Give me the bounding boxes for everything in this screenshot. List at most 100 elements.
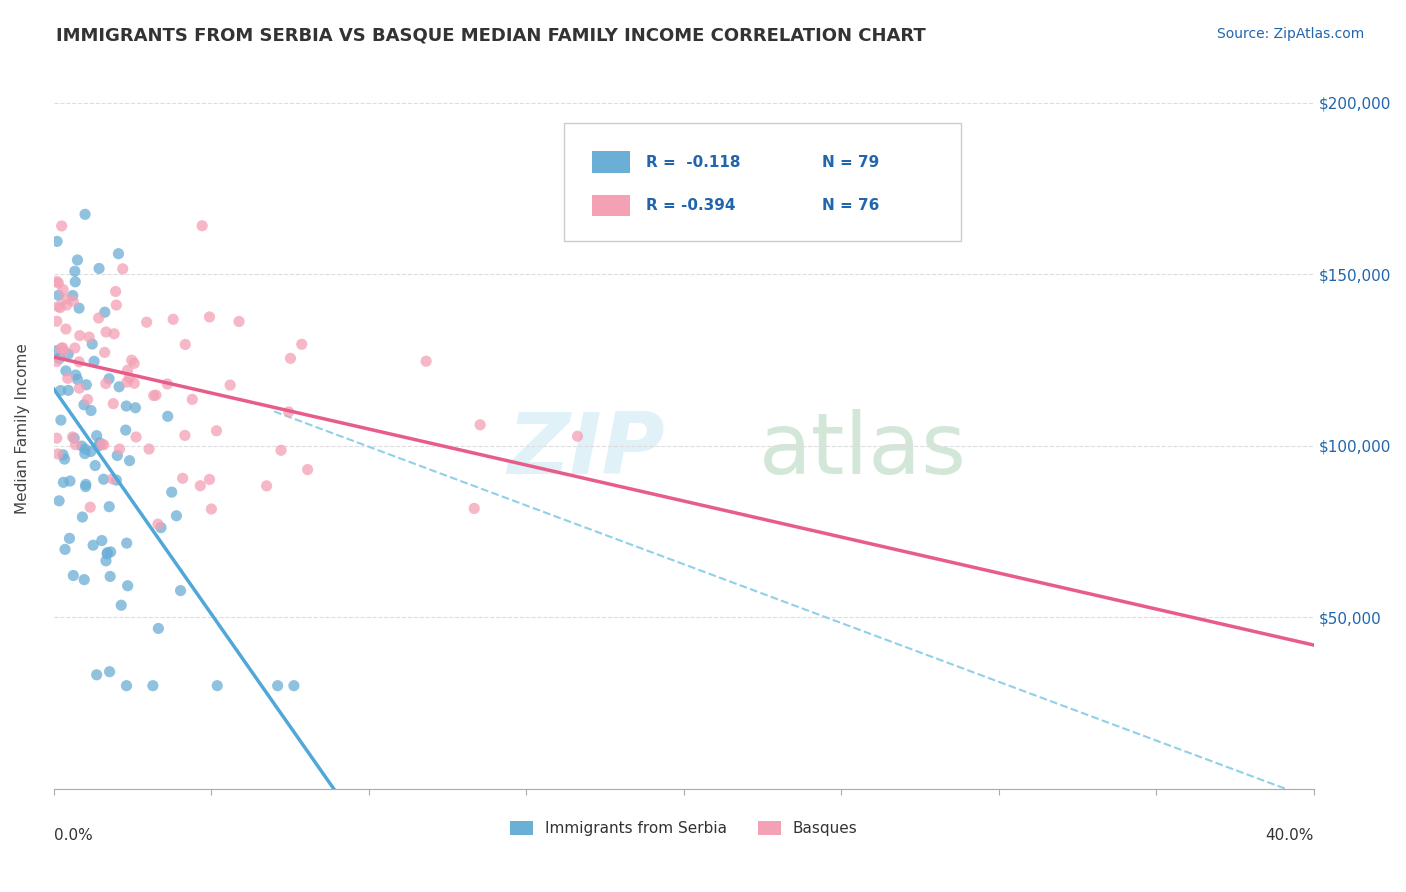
Point [188, 479, 211, 493]
Point [62, 568, 84, 582]
Point [75, 480, 97, 494]
Point [55, 298, 77, 312]
Point [117, 579, 139, 593]
Point [65, 368, 87, 382]
Point [63, 431, 86, 445]
Point [105, 473, 128, 487]
Point [52, 343, 75, 358]
Point [48, 493, 70, 508]
Point [115, 375, 138, 389]
Point [96, 545, 118, 559]
Point [80, 444, 103, 458]
FancyBboxPatch shape [564, 122, 960, 242]
Point [115, 536, 138, 550]
Point [45, 275, 67, 289]
Bar [592, 152, 630, 173]
Point [146, 517, 169, 532]
Point [105, 298, 128, 312]
Point [96, 547, 118, 561]
Point [277, 405, 299, 419]
Point [468, 417, 491, 432]
Point [58, 532, 80, 546]
Point [77, 330, 100, 344]
Point [46, 300, 69, 314]
Point [79, 500, 101, 515]
Point [49, 413, 72, 427]
Point [172, 471, 194, 485]
Point [53, 452, 76, 467]
Point [52, 475, 75, 490]
Point [62, 430, 84, 444]
Point [174, 337, 197, 351]
Point [46, 235, 69, 249]
Point [62, 288, 84, 302]
Point [104, 285, 127, 299]
Point [45, 431, 67, 445]
Point [98, 665, 121, 679]
Text: R = -0.394: R = -0.394 [645, 198, 735, 213]
Point [86, 428, 108, 442]
Point [98, 372, 121, 386]
Point [67, 381, 90, 395]
Point [118, 371, 141, 385]
Text: 0.0%: 0.0% [53, 828, 93, 843]
Point [115, 399, 138, 413]
Point [75, 207, 97, 221]
Point [72, 510, 94, 524]
Point [145, 388, 167, 402]
Point [94, 305, 117, 319]
Point [415, 354, 437, 368]
Point [56, 371, 79, 385]
Point [567, 429, 589, 443]
Point [66, 252, 89, 267]
Point [198, 472, 221, 486]
Text: ZIP: ZIP [508, 409, 665, 491]
Point [80, 403, 103, 417]
Point [90, 437, 112, 451]
Point [62, 293, 84, 308]
Point [124, 401, 146, 415]
Point [53, 542, 76, 557]
Text: R =  -0.118: R = -0.118 [645, 154, 741, 169]
Point [142, 389, 165, 403]
Point [51, 341, 73, 355]
Point [86, 667, 108, 681]
Bar [592, 194, 630, 216]
Point [205, 679, 228, 693]
Point [73, 398, 96, 412]
Point [84, 458, 107, 473]
Point [107, 246, 129, 260]
Point [174, 428, 197, 442]
Point [160, 485, 183, 500]
Point [52, 341, 75, 355]
Point [121, 353, 143, 368]
Point [48, 276, 70, 290]
Point [49, 301, 72, 315]
Point [49, 384, 72, 398]
Point [110, 599, 132, 613]
Point [191, 219, 214, 233]
Point [83, 354, 105, 368]
Point [94, 325, 117, 339]
Point [115, 679, 138, 693]
Point [82, 538, 104, 552]
Point [125, 430, 148, 444]
Point [108, 442, 131, 456]
Point [67, 301, 90, 315]
Point [228, 314, 250, 328]
Point [87, 439, 110, 453]
Point [94, 554, 117, 568]
Point [73, 573, 96, 587]
Point [117, 363, 139, 377]
Point [198, 310, 221, 324]
Point [55, 364, 77, 378]
Point [93, 345, 115, 359]
Point [149, 520, 172, 534]
Point [51, 219, 73, 233]
Point [103, 397, 125, 411]
Point [105, 449, 128, 463]
Point [101, 472, 124, 486]
Point [205, 424, 228, 438]
Point [67, 355, 90, 369]
Text: N = 76: N = 76 [823, 198, 880, 213]
